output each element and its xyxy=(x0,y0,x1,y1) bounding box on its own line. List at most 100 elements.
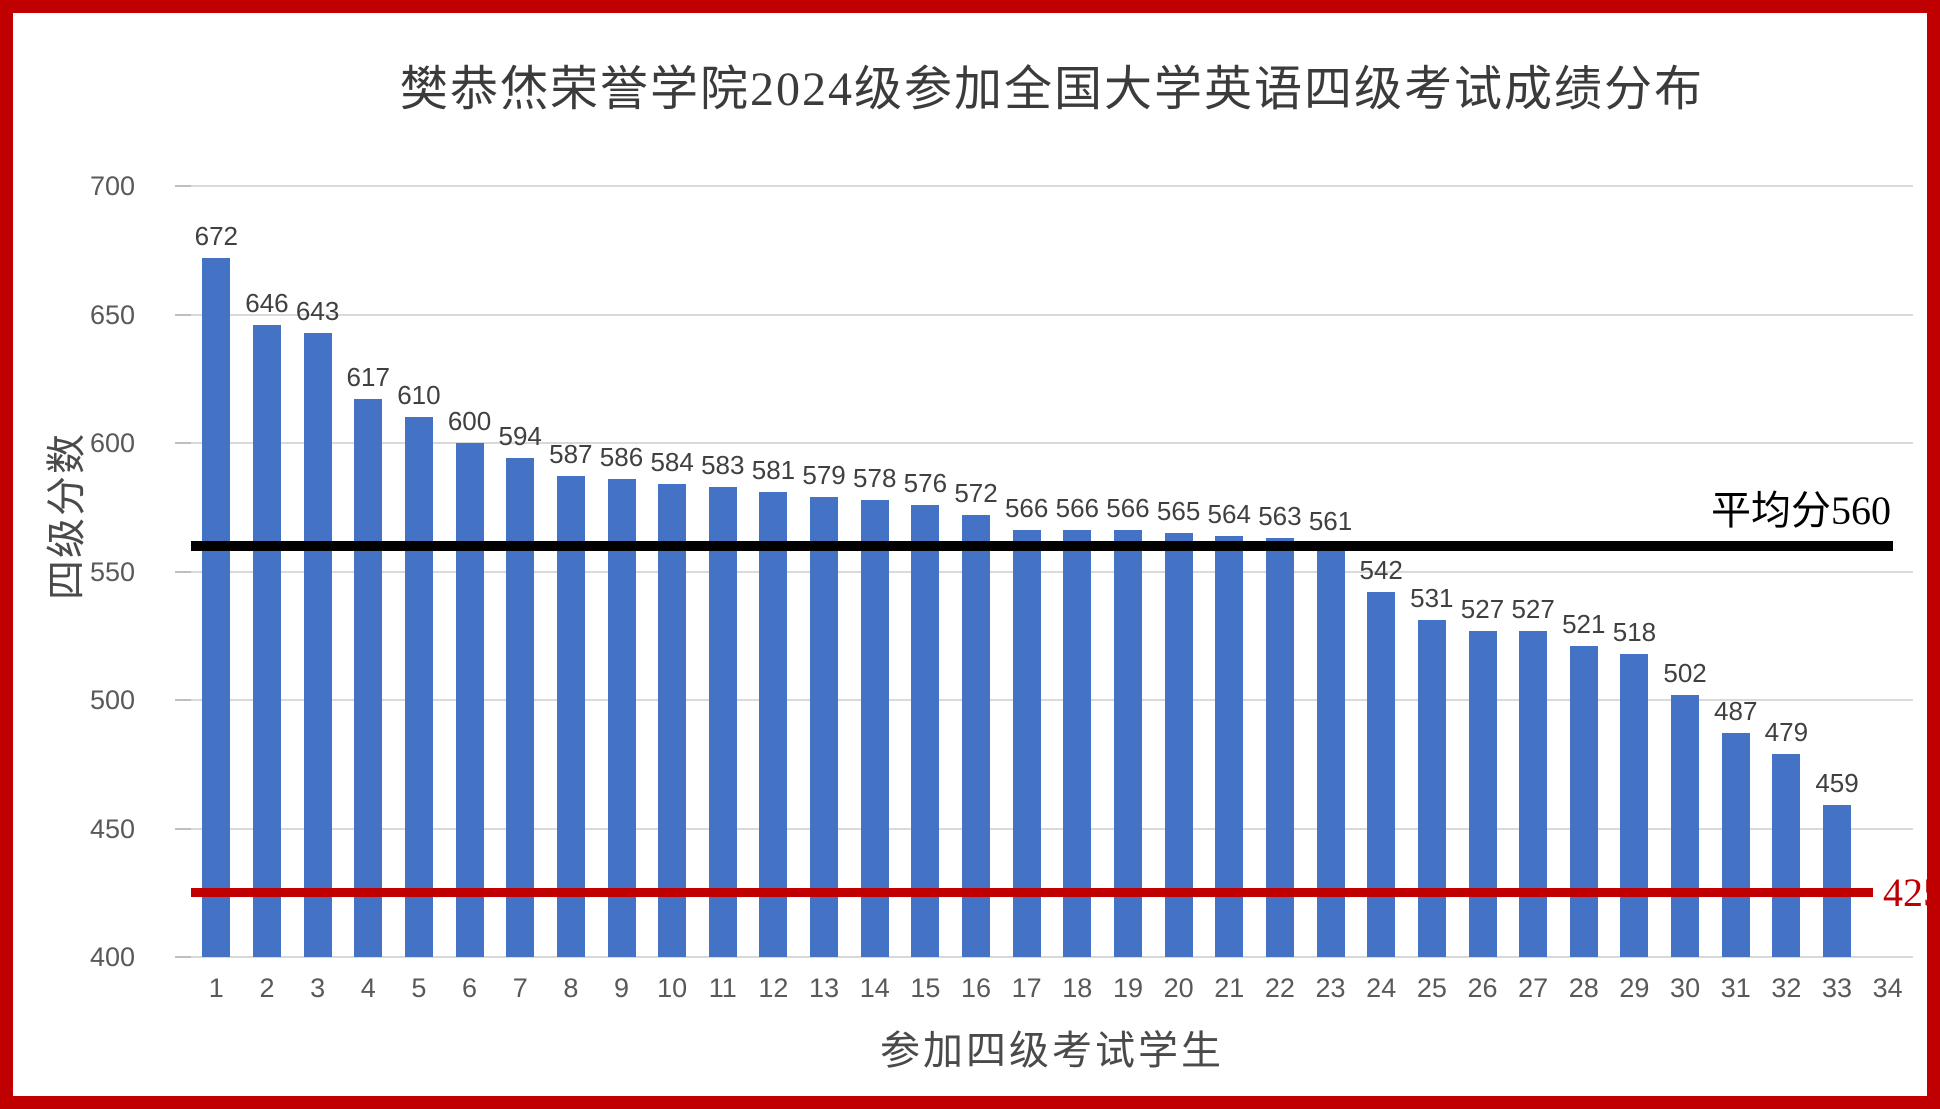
bar-student-1 xyxy=(202,257,231,957)
gridline-600 xyxy=(191,442,1913,444)
y-axis-title: 四级分数 xyxy=(44,432,89,600)
x-tick-label: 13 xyxy=(809,973,840,1003)
gridline-500 xyxy=(191,699,1913,701)
x-tick-label: 23 xyxy=(1315,973,1346,1003)
y-tick-mark xyxy=(175,828,191,830)
x-tick-label: 11 xyxy=(708,973,737,1003)
bar-value-label: 581 xyxy=(751,454,796,485)
bar-value-label: 594 xyxy=(498,421,542,452)
plot-area: 700 650 600 550 500 450 400 1 672 2 646 3 643 4 617 5 61… xyxy=(90,173,1940,1004)
y-tick-label: 500 xyxy=(89,685,135,715)
bar-student-33 xyxy=(1823,805,1852,957)
bar-value-label: 479 xyxy=(1764,716,1809,747)
bar-value-label: 643 xyxy=(295,295,340,326)
x-tick-label: 1 xyxy=(208,973,224,1003)
x-tick-label: 9 xyxy=(613,973,630,1003)
bar-value-label: 487 xyxy=(1714,696,1758,727)
bar-student-2 xyxy=(252,324,281,957)
x-tick-label: 28 xyxy=(1568,973,1599,1003)
x-tick-label: 2 xyxy=(259,973,275,1003)
bar-value-label: 579 xyxy=(802,459,846,490)
x-tick-label: 19 xyxy=(1112,973,1143,1003)
x-tick-label: 3 xyxy=(310,973,326,1003)
bar-student-7 xyxy=(506,458,535,957)
bar-student-13 xyxy=(810,496,839,957)
bar-student-23 xyxy=(1316,543,1345,957)
passing-line-label: 425 xyxy=(1883,869,1940,915)
bar-value-label: 521 xyxy=(1562,609,1606,640)
x-tick-label: 34 xyxy=(1872,973,1903,1003)
x-tick-label: 5 xyxy=(411,973,427,1003)
x-tick-label: 14 xyxy=(859,973,890,1003)
bar-student-21 xyxy=(1215,535,1244,957)
bar-value-label: 502 xyxy=(1663,657,1707,688)
bar-student-26 xyxy=(1468,630,1497,957)
bar-value-label: 459 xyxy=(1815,768,1859,799)
bar-student-8 xyxy=(556,476,585,957)
bar-student-20 xyxy=(1164,532,1193,957)
bar-student-16 xyxy=(962,514,991,957)
bar-student-11 xyxy=(708,486,737,957)
bar-student-3 xyxy=(303,332,332,957)
bar-value-label: 584 xyxy=(650,447,694,478)
bar-value-label: 646 xyxy=(245,287,289,318)
bar-value-label: 566 xyxy=(1055,493,1099,524)
x-tick-label: 15 xyxy=(910,973,941,1003)
x-tick-label: 25 xyxy=(1416,973,1447,1003)
bar-student-24 xyxy=(1367,592,1396,957)
bar-student-29 xyxy=(1620,653,1649,957)
y-tick-mark xyxy=(175,571,191,573)
x-tick-label: 7 xyxy=(512,973,528,1003)
bar-value-label: 617 xyxy=(346,362,390,393)
x-tick-label: 33 xyxy=(1821,973,1853,1003)
bar-student-32 xyxy=(1772,753,1801,957)
bar-value-label: 564 xyxy=(1207,498,1251,529)
bar-value-label: 565 xyxy=(1156,495,1201,526)
x-tick-label: 18 xyxy=(1062,973,1093,1003)
bar-value-label: 518 xyxy=(1612,616,1657,647)
bar-student-15 xyxy=(911,504,940,957)
bar-value-label: 566 xyxy=(1106,493,1150,524)
x-tick-label: 17 xyxy=(1011,973,1042,1003)
gridline-650 xyxy=(191,314,1913,316)
x-tick-label: 27 xyxy=(1518,973,1549,1003)
bar-value-label: 561 xyxy=(1308,506,1353,537)
x-tick-label: 31 xyxy=(1720,973,1751,1003)
bar-value-label: 542 xyxy=(1359,555,1403,586)
bar-value-label: 600 xyxy=(447,406,492,436)
bar-student-18 xyxy=(1063,530,1092,957)
y-tick-label: 650 xyxy=(89,300,135,330)
bar-value-label: 566 xyxy=(1004,493,1049,524)
y-tick-mark xyxy=(175,699,191,701)
x-tick-label: 12 xyxy=(758,973,789,1003)
bar-value-label: 563 xyxy=(1258,501,1302,532)
y-tick-label: 550 xyxy=(89,557,135,587)
x-tick-label: 21 xyxy=(1214,973,1245,1003)
x-tick-label: 4 xyxy=(360,973,376,1003)
x-tick-label: 8 xyxy=(563,973,579,1003)
x-tick-label: 22 xyxy=(1264,973,1295,1003)
bar-student-10 xyxy=(658,484,687,957)
y-tick-label: 700 xyxy=(89,171,135,201)
y-tick-label: 400 xyxy=(89,942,135,972)
bar-value-label: 527 xyxy=(1460,593,1505,624)
x-tick-label: 20 xyxy=(1163,973,1194,1003)
y-tick-mark xyxy=(175,956,191,958)
bar-value-label: 578 xyxy=(853,462,897,493)
bar-value-label: 672 xyxy=(194,220,239,251)
bar-student-22 xyxy=(1265,538,1294,957)
bar-student-17 xyxy=(1012,530,1041,957)
gridline-400 xyxy=(191,956,1913,958)
x-tick-label: 16 xyxy=(960,973,992,1003)
x-tick-label: 10 xyxy=(657,973,688,1003)
bar-value-label: 572 xyxy=(954,477,998,508)
y-tick-label: 600 xyxy=(89,428,135,458)
bar-student-4 xyxy=(354,399,383,957)
average-line xyxy=(191,540,1893,551)
bar-student-5 xyxy=(404,417,433,957)
bar-value-label: 587 xyxy=(549,439,593,470)
gridline-700 xyxy=(191,185,1913,187)
bar-student-19 xyxy=(1113,530,1142,957)
bar-value-label: 527 xyxy=(1511,593,1555,624)
